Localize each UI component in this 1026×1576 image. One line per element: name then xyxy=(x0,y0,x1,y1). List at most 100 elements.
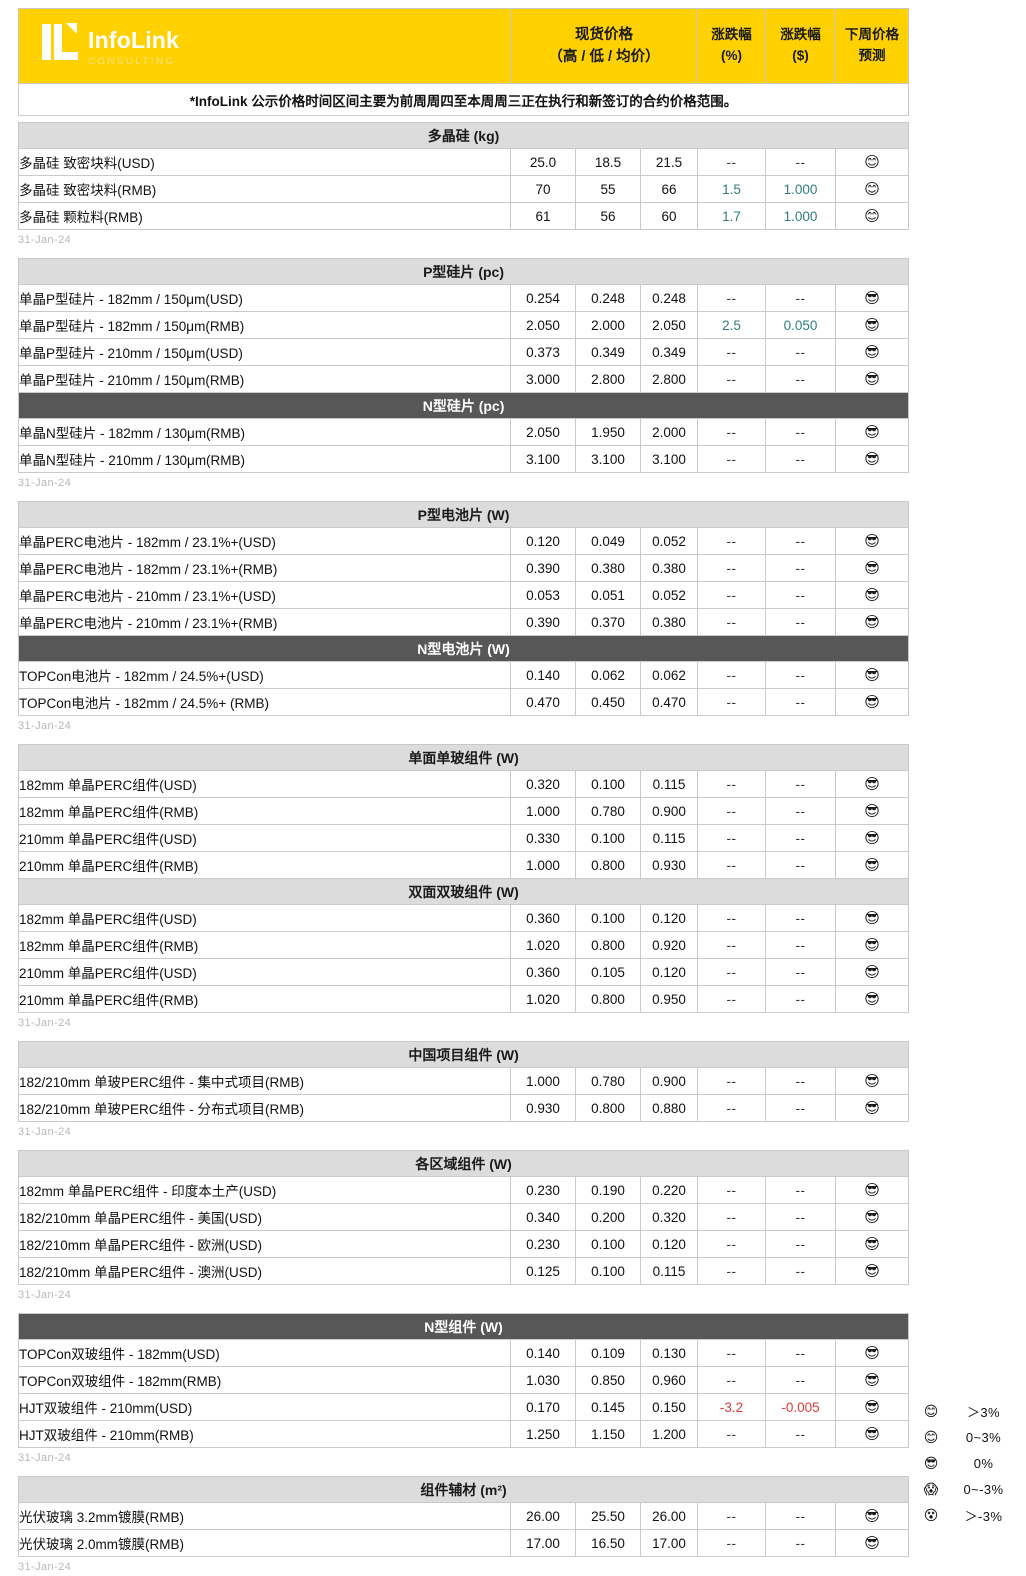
price-low: 0.780 xyxy=(575,1067,641,1095)
product-label: 单晶PERC电池片 - 182mm / 23.1%+(RMB) xyxy=(18,554,511,582)
infolink-logo-icon xyxy=(41,22,79,64)
price-average: 21.5 xyxy=(640,148,698,176)
legend-emoji-icon: 😱 xyxy=(923,1480,939,1497)
product-label: 多晶硅 致密块料(USD) xyxy=(18,148,511,176)
section-header-row: 中国项目组件 (W) xyxy=(17,1041,910,1068)
change-amount: -- xyxy=(765,445,836,473)
change-percent: -- xyxy=(697,554,766,582)
product-label: 光伏玻璃 2.0mm镀膜(RMB) xyxy=(18,1529,511,1557)
change-amount: -- xyxy=(765,770,836,798)
product-label: 210mm 单晶PERC组件(RMB) xyxy=(18,851,511,879)
change-percent: -- xyxy=(697,1094,766,1122)
section-header-row: N型组件 (W) xyxy=(17,1313,910,1340)
change-percent: -- xyxy=(697,1529,766,1557)
price-high: 0.053 xyxy=(510,581,576,609)
price-block: 中国项目组件 (W) 182/210mm 单玻PERC组件 - 集中式项目(RMB… xyxy=(17,1041,910,1122)
price-blocks: 多晶硅 (kg) 多晶硅 致密块料(USD) 25.0 18.5 21.5 -- -- 😊 多晶… xyxy=(0,122,1026,1576)
price-high: 3.000 xyxy=(510,365,576,393)
section-header-row: 多晶硅 (kg) xyxy=(17,122,910,149)
change-amount: -- xyxy=(765,608,836,636)
change-percent: -- xyxy=(697,581,766,609)
section-header-row: 双面双玻组件 (W) xyxy=(17,878,910,905)
change-usd-title: 涨跌幅 xyxy=(780,27,821,43)
price-average: 0.220 xyxy=(640,1176,698,1204)
block-date-label: 31-Jan-24 xyxy=(18,234,72,246)
price-low: 0.062 xyxy=(575,661,641,689)
price-high: 1.000 xyxy=(510,1067,576,1095)
price-table: N型组件 (W) TOPCon双玻组件 - 182mm(USD) 0.140 0.10… xyxy=(17,1313,910,1448)
legend-emoji-icon: 😊 xyxy=(923,1428,939,1445)
product-label: HJT双玻组件 - 210mm(USD) xyxy=(18,1393,511,1421)
price-high: 1.030 xyxy=(510,1366,576,1394)
price-average: 0.930 xyxy=(640,851,698,879)
table-row: TOPCon双玻组件 - 182mm(USD) 0.140 0.109 0.130 --… xyxy=(18,1339,910,1367)
change-percent: -- xyxy=(697,1339,766,1367)
brand-cell: InfoLink CONSULTING xyxy=(18,8,511,84)
block-spacer xyxy=(0,1141,1026,1150)
price-average: 0.062 xyxy=(640,661,698,689)
change-percent: -- xyxy=(697,1502,766,1530)
forecast-emoji-icon: 😎 xyxy=(834,904,910,932)
price-low: 0.100 xyxy=(575,824,641,852)
change-amount: -- xyxy=(765,527,836,555)
table-row: 182/210mm 单晶PERC组件 - 欧洲(USD) 0.230 0.100 0.… xyxy=(18,1230,910,1258)
price-block: P型电池片 (W) 单晶PERC电池片 - 182mm / 23.1%+(USD)… xyxy=(17,501,910,716)
price-block: N型组件 (W) TOPCon双玻组件 - 182mm(USD) 0.140 0.10… xyxy=(17,1313,910,1448)
change-percent: -- xyxy=(697,661,766,689)
forecast-emoji-icon: 😎 xyxy=(834,824,910,852)
block-spacer xyxy=(0,735,1026,744)
change-amount: -- xyxy=(765,851,836,879)
table-row: 182/210mm 单玻PERC组件 - 分布式项目(RMB) 0.930 0.80… xyxy=(18,1094,910,1122)
price-average: 2.800 xyxy=(640,365,698,393)
change-percent: -- xyxy=(697,985,766,1013)
change-amount: -- xyxy=(765,1094,836,1122)
spot-price-title: 现货价格 xyxy=(575,26,633,43)
price-low: 0.800 xyxy=(575,1094,641,1122)
change-amount: -- xyxy=(765,688,836,716)
change-percent: -- xyxy=(697,797,766,825)
price-high: 1.250 xyxy=(510,1420,576,1448)
price-average: 2.000 xyxy=(640,418,698,446)
price-average: 0.349 xyxy=(640,338,698,366)
product-label: TOPCon电池片 - 182mm / 24.5%+(USD) xyxy=(18,661,511,689)
change-amount: -- xyxy=(765,1257,836,1285)
product-label: 182mm 单晶PERC组件(RMB) xyxy=(18,797,511,825)
change-amount: -- xyxy=(765,824,836,852)
forecast-emoji-icon: 😎 xyxy=(834,608,910,636)
change-amount: -- xyxy=(765,365,836,393)
product-label: 182/210mm 单玻PERC组件 - 集中式项目(RMB) xyxy=(18,1067,511,1095)
change-amount: -- xyxy=(765,338,836,366)
block-spacer xyxy=(0,249,1026,258)
change-amount: -0.005 xyxy=(765,1393,836,1421)
forecast-emoji-icon: 😎 xyxy=(834,1366,910,1394)
product-label: 182/210mm 单晶PERC组件 - 澳洲(USD) xyxy=(18,1257,511,1285)
section-header-row: N型电池片 (W) xyxy=(17,635,910,662)
price-table: 多晶硅 (kg) 多晶硅 致密块料(USD) 25.0 18.5 21.5 -- -- 😊 多晶… xyxy=(17,122,910,230)
change-percent: -- xyxy=(697,365,766,393)
price-high: 0.390 xyxy=(510,608,576,636)
price-average: 0.920 xyxy=(640,931,698,959)
product-label: TOPCon电池片 - 182mm / 24.5%+ (RMB) xyxy=(18,688,511,716)
product-label: 182/210mm 单玻PERC组件 - 分布式项目(RMB) xyxy=(18,1094,511,1122)
price-high: 0.470 xyxy=(510,688,576,716)
legend-item: 😊 0~3% xyxy=(918,1424,1023,1450)
price-low: 0.105 xyxy=(575,958,641,986)
forecast-emoji-icon: 😎 xyxy=(834,931,910,959)
section-title: 单面单玻组件 (W) xyxy=(17,744,910,771)
product-label: 210mm 单晶PERC组件(RMB) xyxy=(18,985,511,1013)
column-header-change-pct: 涨跌幅 (%) xyxy=(697,8,766,84)
table-row: HJT双玻组件 - 210mm(RMB) 1.250 1.150 1.200 -- -- 😎 xyxy=(18,1420,910,1448)
price-average: 0.115 xyxy=(640,770,698,798)
table-row: 210mm 单晶PERC组件(RMB) 1.000 0.800 0.930 -- -- 😎 xyxy=(18,851,910,879)
block-date-label: 31-Jan-24 xyxy=(18,720,72,732)
price-block: 多晶硅 (kg) 多晶硅 致密块料(USD) 25.0 18.5 21.5 -- -- 😊 多晶… xyxy=(17,122,910,230)
column-header-change-usd: 涨跌幅 ($) xyxy=(765,8,836,84)
price-low: 0.200 xyxy=(575,1203,641,1231)
product-label: 光伏玻璃 3.2mm镀膜(RMB) xyxy=(18,1502,511,1530)
price-average: 0.130 xyxy=(640,1339,698,1367)
change-percent: -- xyxy=(697,958,766,986)
change-pct-sub: (%) xyxy=(721,48,742,63)
section-header-row: 单面单玻组件 (W) xyxy=(17,744,910,771)
block-spacer xyxy=(0,1467,1026,1476)
